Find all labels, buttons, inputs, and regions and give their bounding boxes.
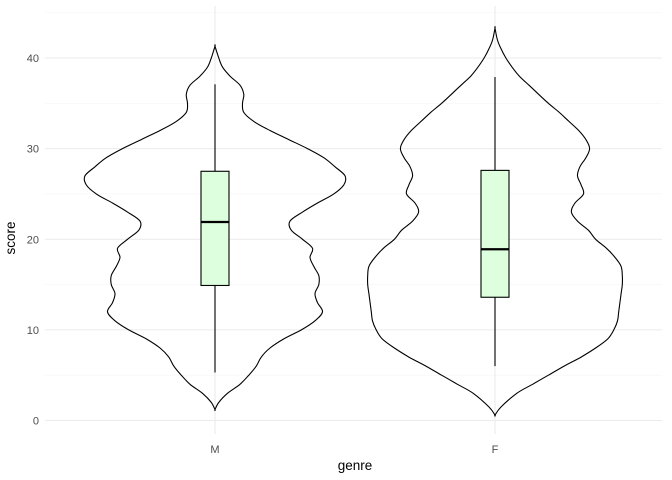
- boxplots: [200, 77, 510, 373]
- y-axis-ticks: 0 10 20 30 40: [27, 53, 39, 428]
- y-tick-label: 0: [33, 416, 39, 428]
- y-tick-label: 20: [27, 234, 39, 246]
- violin-m: [83, 44, 347, 412]
- box-m: [200, 170, 230, 287]
- y-tick-label: 30: [27, 144, 39, 156]
- violins: [83, 26, 623, 417]
- x-axis-title: genre: [338, 458, 373, 473]
- violin-f: [367, 26, 623, 417]
- grid: [45, 6, 662, 434]
- x-tick-label: F: [492, 444, 499, 456]
- box-f: [480, 169, 510, 298]
- x-tick-label: M: [210, 444, 219, 456]
- y-tick-label: 40: [27, 53, 39, 65]
- y-axis-title: score: [3, 221, 18, 254]
- y-tick-label: 10: [27, 325, 39, 337]
